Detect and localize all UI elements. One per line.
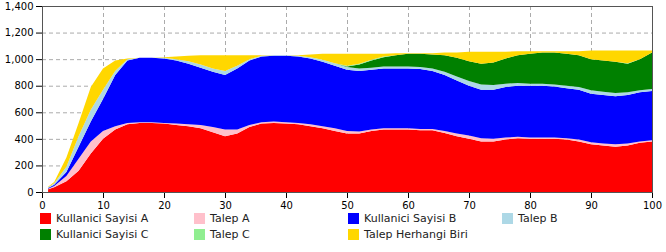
svg-text:100: 100 <box>643 200 662 211</box>
svg-text:800: 800 <box>14 80 33 91</box>
svg-text:400: 400 <box>14 134 33 145</box>
svg-text:0: 0 <box>27 187 33 198</box>
svg-text:20: 20 <box>158 200 171 211</box>
svg-text:50: 50 <box>341 200 354 211</box>
svg-text:200: 200 <box>14 160 33 171</box>
html-text:Kullanici Sayisi C: Kullanici Sayisi C <box>56 228 149 241</box>
html-text:Kullanici Sayisi A: Kullanici Sayisi A <box>56 212 149 225</box>
svg-text:10: 10 <box>97 200 110 211</box>
svg-text:1,000: 1,000 <box>5 54 34 65</box>
svg-text:90: 90 <box>585 200 598 211</box>
html-text:Talep B: Talep B <box>518 212 558 225</box>
html-text:Talep Herhangi Biri: Talep Herhangi Biri <box>364 228 468 241</box>
svg-text:1,400: 1,400 <box>5 1 34 12</box>
svg-text:70: 70 <box>463 200 476 211</box>
html-text:Talep C: Talep C <box>210 228 250 241</box>
svg-text:80: 80 <box>524 200 537 211</box>
svg-text:40: 40 <box>280 200 293 211</box>
svg-text:30: 30 <box>219 200 232 211</box>
svg-text:60: 60 <box>402 200 415 211</box>
html-text:Talep A: Talep A <box>210 212 250 225</box>
html-text:Kullanici Sayisi B: Kullanici Sayisi B <box>364 212 457 225</box>
svg-text:600: 600 <box>14 107 33 118</box>
svg-text:0: 0 <box>39 200 45 211</box>
svg-text:1,200: 1,200 <box>5 27 34 38</box>
